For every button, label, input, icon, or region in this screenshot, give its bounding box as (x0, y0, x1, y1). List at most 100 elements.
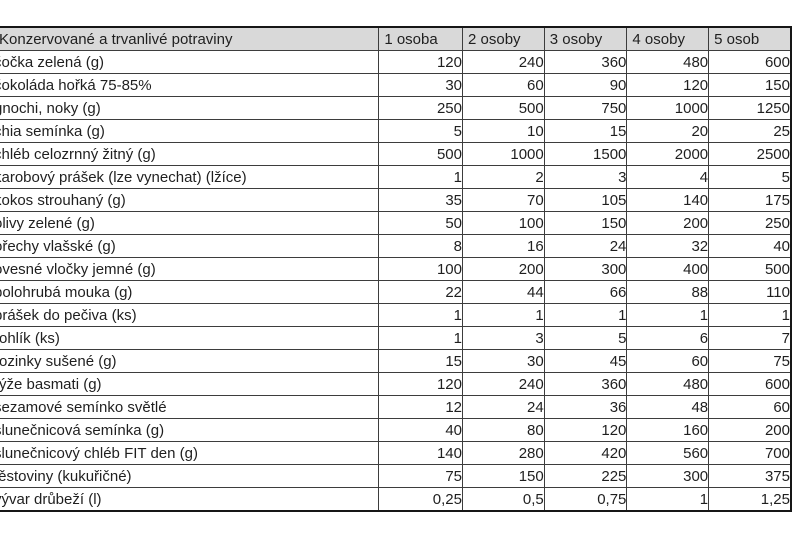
value-cell: 4 (626, 165, 710, 189)
table-row: kokos strouhaný (g) 35 70 105 140 175 (0, 188, 792, 212)
row-name-cell: kokos strouhaný (g) (0, 188, 380, 212)
value-cell: 400 (626, 257, 710, 281)
value-cell: 50 (378, 211, 463, 235)
row-name-cell: slunečnicový chléb FIT den (g) (0, 441, 380, 465)
row-name-cell: chléb celozrnný žitný (g) (0, 142, 380, 166)
value-cell: 3 (543, 165, 628, 189)
value-cell: 22 (378, 280, 463, 304)
value-cell: 240 (462, 372, 545, 396)
value-cell: 160 (626, 418, 710, 442)
value-cell: 560 (626, 441, 710, 465)
row-name-cell: rýže basmati (g) (0, 372, 380, 396)
row-name-cell: chia semínka (g) (0, 119, 380, 143)
header-row: Konzervované a trvanlivé potraviny 1 oso… (0, 26, 792, 51)
food-quantities-table: Konzervované a trvanlivé potraviny 1 oso… (0, 26, 792, 512)
value-cell: 1 (708, 303, 792, 327)
row-name-cell: polohrubá mouka (g) (0, 280, 380, 304)
value-cell: 20 (626, 119, 710, 143)
table-body: čočka zelená (g) 120 240 360 480 600 čokoláda … (0, 50, 792, 512)
table-row: gnochi, noky (g) 250 500 750 1000 1250 (0, 96, 792, 120)
value-cell: 200 (626, 211, 710, 235)
row-name-cell: ořechy vlašské (g) (0, 234, 380, 258)
value-cell: 7 (708, 326, 792, 350)
value-cell: 300 (543, 257, 628, 281)
row-name-cell: čokoláda hořká 75-85% (0, 73, 380, 97)
table-row: čočka zelená (g) 120 240 360 480 600 (0, 50, 792, 74)
table-row: vývar drůbeží (l) 0,25 0,5 0,75 1 1,25 (0, 487, 792, 512)
row-name-cell: sezamové semínko světlé (0, 395, 380, 419)
value-cell: 105 (543, 188, 628, 212)
table-row: rýže basmati (g) 120 240 360 480 600 (0, 372, 792, 396)
row-name-cell: karobový prášek (lze vynechat) (lžíce) (0, 165, 380, 189)
value-cell: 5 (708, 165, 792, 189)
value-cell: 88 (626, 280, 710, 304)
row-name-cell: vývar drůbeží (l) (0, 487, 380, 512)
value-cell: 480 (626, 50, 710, 74)
value-cell: 1000 (626, 96, 710, 120)
value-cell: 32 (626, 234, 710, 258)
value-cell: 150 (543, 211, 628, 235)
value-cell: 120 (378, 50, 463, 74)
value-cell: 75 (708, 349, 792, 373)
row-name-cell: slunečnicová semínka (g) (0, 418, 380, 442)
value-cell: 280 (462, 441, 545, 465)
table-row: slunečnicový chléb FIT den (g) 140 280 420 5… (0, 441, 792, 465)
value-cell: 1 (378, 303, 463, 327)
row-name-cell: prášek do pečiva (ks) (0, 303, 380, 327)
row-name-cell: olivy zelené (g) (0, 211, 380, 235)
value-cell: 700 (708, 441, 792, 465)
value-cell: 45 (543, 349, 628, 373)
value-cell: 3 (462, 326, 545, 350)
table-row: chléb celozrnný žitný (g) 500 1000 1500 2000… (0, 142, 792, 166)
value-cell: 500 (462, 96, 545, 120)
value-cell: 200 (708, 418, 792, 442)
value-cell: 5 (378, 119, 463, 143)
header-col-2-osoby: 2 osoby (462, 26, 545, 51)
value-cell: 35 (378, 188, 463, 212)
table-row: olivy zelené (g) 50 100 150 200 250 (0, 211, 792, 235)
value-cell: 175 (708, 188, 792, 212)
value-cell: 1 (378, 326, 463, 350)
value-cell: 225 (543, 464, 628, 488)
value-cell: 750 (543, 96, 628, 120)
value-cell: 1 (462, 303, 545, 327)
value-cell: 12 (378, 395, 463, 419)
value-cell: 200 (462, 257, 545, 281)
value-cell: 30 (378, 73, 463, 97)
row-name-cell: těstoviny (kukuřičné) (0, 464, 380, 488)
value-cell: 120 (626, 73, 710, 97)
value-cell: 16 (462, 234, 545, 258)
value-cell: 480 (626, 372, 710, 396)
value-cell: 100 (378, 257, 463, 281)
value-cell: 24 (543, 234, 628, 258)
value-cell: 40 (708, 234, 792, 258)
value-cell: 1 (626, 303, 710, 327)
value-cell: 110 (708, 280, 792, 304)
value-cell: 1,25 (708, 487, 792, 512)
value-cell: 420 (543, 441, 628, 465)
table-row: polohrubá mouka (g) 22 44 66 88 110 (0, 280, 792, 304)
value-cell: 120 (543, 418, 628, 442)
value-cell: 40 (378, 418, 463, 442)
value-cell: 30 (462, 349, 545, 373)
value-cell: 250 (378, 96, 463, 120)
value-cell: 44 (462, 280, 545, 304)
row-name-cell: rohlík (ks) (0, 326, 380, 350)
value-cell: 10 (462, 119, 545, 143)
table-row: slunečnicová semínka (g) 40 80 120 160 200 (0, 418, 792, 442)
row-name-cell: ovesné vločky jemné (g) (0, 257, 380, 281)
value-cell: 1000 (462, 142, 545, 166)
value-cell: 150 (462, 464, 545, 488)
value-cell: 600 (708, 50, 792, 74)
row-name-cell: gnochi, noky (g) (0, 96, 380, 120)
table-row: těstoviny (kukuřičné) 75 150 225 300 375 (0, 464, 792, 488)
table-row: karobový prášek (lze vynechat) (lžíce) 1 2… (0, 165, 792, 189)
value-cell: 2000 (626, 142, 710, 166)
header-col-3-osoby: 3 osoby (543, 26, 628, 51)
value-cell: 60 (708, 395, 792, 419)
table-row: prášek do pečiva (ks) 1 1 1 1 1 (0, 303, 792, 327)
value-cell: 60 (462, 73, 545, 97)
table-row: chia semínka (g) 5 10 15 20 25 (0, 119, 792, 143)
value-cell: 36 (543, 395, 628, 419)
table-row: čokoláda hořká 75-85% 30 60 90 120 150 (0, 73, 792, 97)
